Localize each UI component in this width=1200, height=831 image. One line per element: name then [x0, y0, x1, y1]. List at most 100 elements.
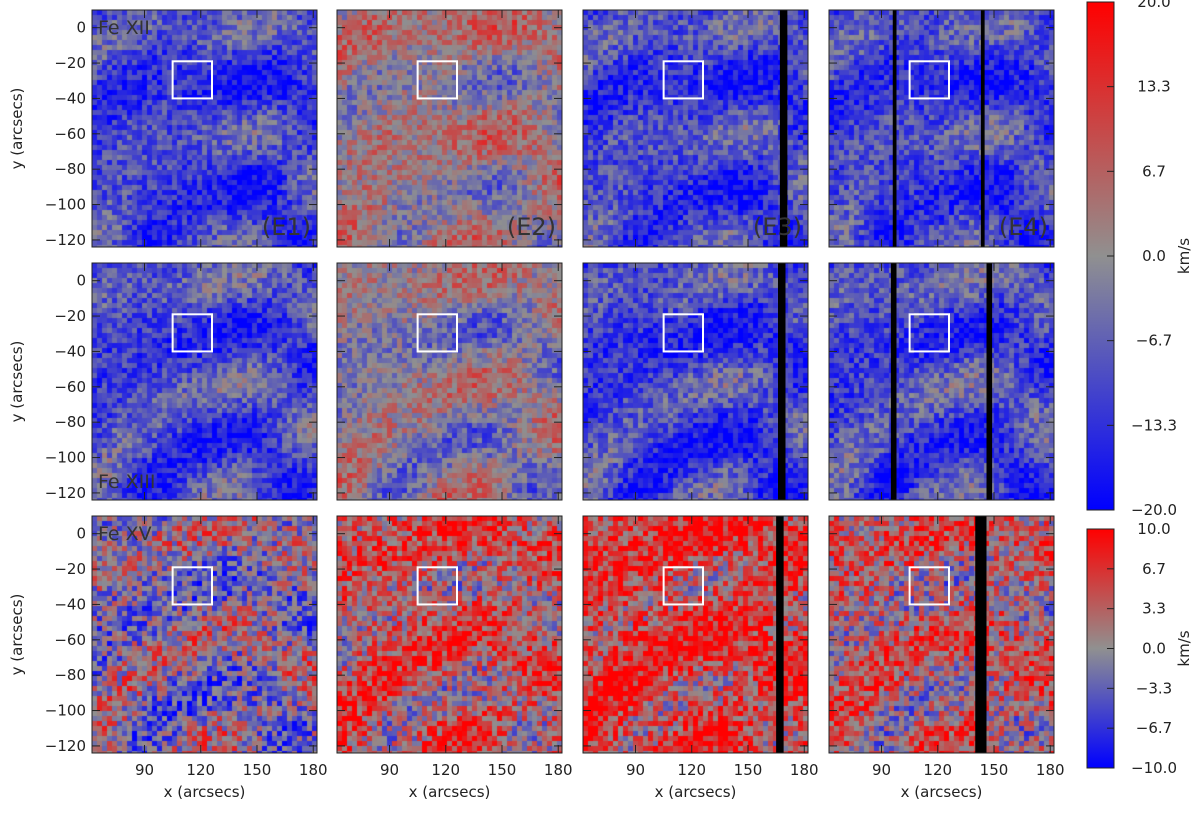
colorbar-tick-label: 0.0 [1142, 247, 1166, 265]
y-tick-label: −100 [45, 449, 86, 467]
panel-r2-c2 [336, 262, 563, 501]
y-tick-label: −80 [54, 666, 86, 684]
x-tick-label: 150 [243, 761, 272, 779]
heatmap-image [337, 263, 562, 500]
x-axis-label: x (arcsecs) [409, 783, 491, 801]
colorbar-tick-label: 0.0 [1142, 640, 1166, 658]
heatmap-image [92, 263, 317, 500]
data-gap-stripe [892, 10, 897, 247]
panel-frame [828, 9, 1055, 248]
y-tick-label: −60 [54, 631, 86, 649]
panel-r1-c4: (E4) [828, 9, 1055, 248]
x-tick-label: 120 [677, 761, 706, 779]
y-tick-label: −80 [54, 160, 86, 178]
heatmap-image [583, 263, 808, 500]
heatmap-image [829, 10, 1054, 247]
highlight-box [171, 313, 213, 353]
highlight-box [908, 60, 950, 100]
colorbar-tick-label: −3.3 [1136, 679, 1172, 697]
panel-r3-c1: 0 −20 −40 −60 −80 −100 −120 y (arcsecs) 90 120 150… [8, 515, 328, 801]
highlight-box [908, 566, 950, 606]
y-tick-label: 0 [76, 19, 86, 37]
panel-tag: (E4) [999, 213, 1048, 241]
panel-frame [91, 262, 318, 501]
colorbar-unit: km/s [1175, 630, 1193, 666]
highlight-box [662, 313, 704, 353]
x-tick-label: 90 [626, 761, 645, 779]
x-tick-label: 150 [980, 761, 1009, 779]
panel-frame [336, 9, 563, 248]
y-tick-label: −20 [54, 307, 86, 325]
y-tick-label: −80 [54, 413, 86, 431]
y-tick-label: −60 [54, 378, 86, 396]
data-gap-stripe [975, 516, 987, 753]
panel-frame [91, 9, 318, 248]
x-tick-label: 90 [872, 761, 891, 779]
colorbar-tick-label: −10.0 [1131, 759, 1177, 777]
panel-frame [582, 515, 809, 754]
x-tick-label: 180 [544, 761, 573, 779]
y-tick-label: −40 [54, 595, 86, 613]
colorbar-tick-label: 3.3 [1142, 600, 1166, 618]
data-gap-stripe [778, 263, 786, 500]
panel-r2-c3 [582, 262, 809, 501]
ion-label: Fe XII [98, 17, 150, 39]
colorbar-unit: km/s [1175, 238, 1193, 274]
panel-r3-c2: 90 120 150 180 x (arcsecs) [336, 515, 573, 801]
colorbar-tick-label: −6.7 [1136, 719, 1172, 737]
colorbar-tick-label: 10.0 [1137, 520, 1170, 538]
y-tick-label: −120 [45, 737, 86, 755]
colorbar-tick-label: −13.3 [1131, 416, 1177, 434]
colorbar-tick-label: 6.7 [1142, 560, 1166, 578]
highlight-box [416, 566, 458, 606]
heatmap-image [583, 516, 808, 753]
panel-r2-c4 [828, 262, 1055, 501]
colorbar-tick-label: 13.3 [1137, 78, 1170, 96]
y-axis-label: y (arcsecs) [8, 594, 26, 676]
panel-frame [582, 9, 809, 248]
panel-frame [828, 515, 1055, 754]
highlight-box [908, 313, 950, 353]
x-tick-label: 90 [135, 761, 154, 779]
x-axis-label: x (arcsecs) [901, 783, 983, 801]
highlight-box [171, 566, 213, 606]
data-gap-stripe [776, 516, 784, 753]
panel-r1-c3: (E3) [582, 9, 809, 248]
panel-r3-c3: 90 120 150 180 x (arcsecs) [582, 515, 819, 801]
heatmap-image [92, 516, 317, 753]
heatmap-image [583, 10, 808, 247]
x-tick-label: 150 [488, 761, 517, 779]
x-axis-label: x (arcsecs) [655, 783, 737, 801]
y-tick-label: −120 [45, 231, 86, 249]
y-tick-label: −100 [45, 702, 86, 720]
heatmap-image [337, 516, 562, 753]
x-tick-label: 120 [431, 761, 460, 779]
y-tick-label: −20 [54, 560, 86, 578]
y-tick-label: −40 [54, 342, 86, 360]
x-tick-label: 120 [186, 761, 215, 779]
colorbar-tick-label: −20.0 [1131, 501, 1177, 519]
panel-frame [828, 262, 1055, 501]
y-tick-label: −40 [54, 89, 86, 107]
heatmap-image [829, 516, 1054, 753]
data-gap-stripe [890, 263, 897, 500]
panel-tag: (E3) [753, 213, 802, 241]
panel-frame [336, 262, 563, 501]
panel-grid: 0 −20 −40 −60 −80 −100 −120 y (arcsecs) (E1) Fe X… [8, 9, 1065, 801]
highlight-box [662, 60, 704, 100]
highlight-box [171, 60, 213, 100]
panel-frame [336, 515, 563, 754]
panel-r3-c4: 90 120 150 180 x (arcsecs) [828, 515, 1065, 801]
panel-frame [582, 262, 809, 501]
x-tick-label: 180 [790, 761, 819, 779]
y-tick-label: −100 [45, 196, 86, 214]
colorbar-2: 10.0 6.7 3.3 0.0 −3.3 −6.7 −10.0 km/s [1086, 520, 1193, 777]
x-tick-label: 180 [299, 761, 328, 779]
colorbar-tick-label: 6.7 [1142, 162, 1166, 180]
colorbar-1: 20.0 13.3 6.7 0.0 −6.7 −13.3 −20.0 km/s [1086, 0, 1193, 519]
panel-tag: (E1) [262, 213, 311, 241]
highlight-box [416, 313, 458, 353]
x-tick-label: 90 [380, 761, 399, 779]
colorbar-tick-label: −6.7 [1136, 332, 1172, 350]
